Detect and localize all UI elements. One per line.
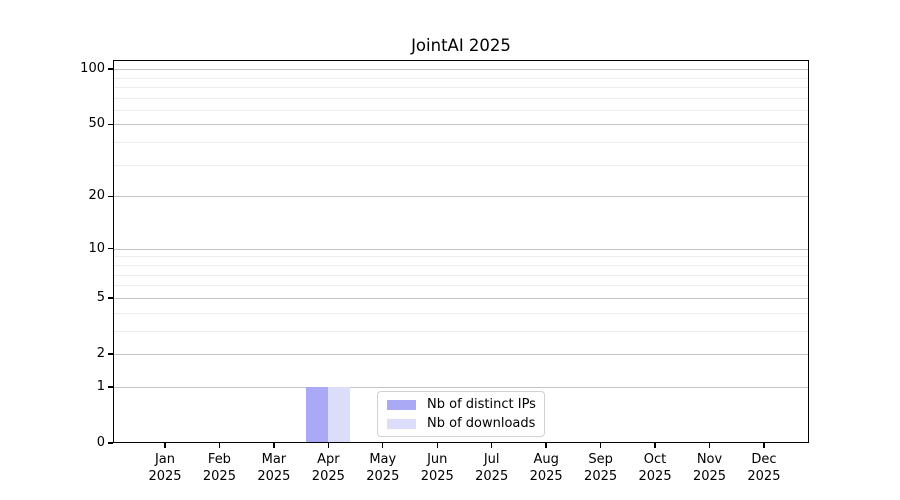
y-tick-mark <box>108 353 113 355</box>
y-tick-label: 100 <box>80 61 105 77</box>
x-tick-mark <box>654 443 656 448</box>
gridline-minor <box>113 330 809 332</box>
y-tick-label: 1 <box>96 378 105 394</box>
gridline-minor <box>113 285 809 287</box>
x-tick-mark <box>545 443 547 448</box>
legend-item: Nb of downloads <box>387 416 535 431</box>
gridline-major <box>113 124 809 126</box>
y-axis-line <box>113 60 115 443</box>
y-tick-label: 20 <box>88 188 105 204</box>
bar-nb-of-distinct-ips <box>306 386 329 443</box>
x-tick-mark <box>599 443 602 448</box>
y-tick-mark <box>108 195 113 198</box>
x-tick-label: Dec 2025 <box>747 452 781 484</box>
legend-swatch <box>387 418 416 429</box>
y-tick-mark <box>108 248 113 250</box>
x-tick-label: Oct 2025 <box>638 452 672 484</box>
x-tick-label: Mar 2025 <box>257 452 291 484</box>
x-tick-label: Nov 2025 <box>692 452 727 484</box>
right-spine <box>807 60 809 443</box>
gridline-major <box>113 297 809 299</box>
y-tick-mark <box>108 442 113 444</box>
legend-item: Nb of distinct IPs <box>387 397 536 412</box>
x-tick-mark <box>164 443 166 448</box>
gridline-major <box>113 69 809 71</box>
gridline-major <box>113 353 809 355</box>
plot-area: 0 1 2 5 10 20 50 100 Jan 2025 Feb 2025 Mar 2025 Apr… <box>80 60 809 484</box>
y-tick-mark <box>108 123 113 126</box>
y-tick-label: 5 <box>96 289 105 305</box>
top-spine <box>113 60 809 62</box>
x-tick-label: Jan 2025 <box>148 452 182 484</box>
y-tick-mark <box>108 297 113 299</box>
gridline-major <box>113 248 809 250</box>
legend-swatch <box>387 399 416 410</box>
x-tick-mark <box>436 443 438 448</box>
legend: Nb of distinct IPs Nb of downloads <box>377 391 545 437</box>
bar-nb-of-downloads <box>328 386 351 443</box>
gridline-minor <box>113 77 809 79</box>
x-tick-mark <box>491 443 493 448</box>
x-axis-line <box>113 441 809 443</box>
gridline-minor <box>113 256 809 258</box>
legend-label: Nb of distinct IPs <box>427 397 536 412</box>
x-tick-label: May 2025 <box>366 452 400 484</box>
y-tick-mark <box>108 386 113 388</box>
x-tick-mark <box>327 443 330 448</box>
x-tick-mark <box>382 443 384 448</box>
gridline-minor <box>113 264 809 266</box>
x-tick-label: Feb 2025 <box>202 452 236 484</box>
gridline-major <box>113 196 809 198</box>
x-tick-label: Jun 2025 <box>420 452 454 484</box>
gridline-minor <box>113 109 809 111</box>
x-tick-label: Aug 2025 <box>529 452 563 484</box>
x-tick-label: Jul 2025 <box>475 452 509 484</box>
legend-label: Nb of downloads <box>427 416 536 431</box>
x-tick-label: Apr 2025 <box>311 452 345 484</box>
y-tick-label: 10 <box>88 240 105 256</box>
x-tick-mark <box>218 443 221 448</box>
gridline-minor <box>113 312 809 314</box>
gridline-major <box>113 386 809 388</box>
chart-title: JointAI 2025 <box>411 36 511 55</box>
gridline-minor <box>113 97 809 99</box>
x-tick-mark <box>273 443 275 448</box>
y-tick-mark <box>108 68 113 70</box>
x-tick-label: Sep 2025 <box>584 452 618 484</box>
gridline-minor <box>113 86 809 88</box>
x-tick-mark <box>763 443 765 448</box>
x-tick-mark <box>708 443 711 448</box>
gridline-minor <box>113 142 809 144</box>
gridline-minor <box>113 164 809 166</box>
y-tick-label: 2 <box>96 345 105 361</box>
y-tick-label: 0 <box>96 435 105 450</box>
gridline-minor <box>113 274 809 276</box>
y-tick-label: 50 <box>88 116 105 132</box>
